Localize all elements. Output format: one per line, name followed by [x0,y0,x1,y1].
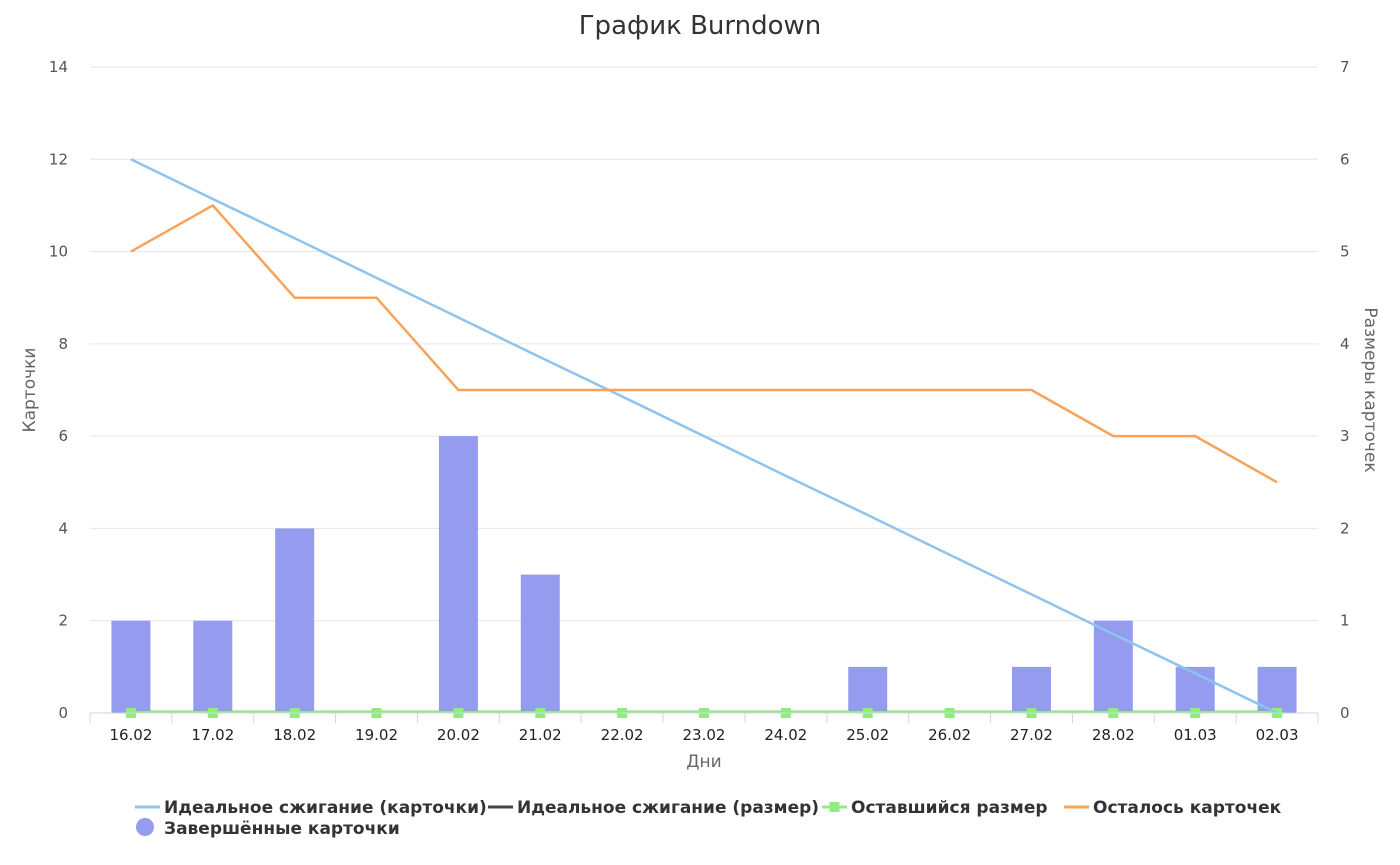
y-axis-left-title: Карточки [20,348,40,433]
y-right-tick-label: 4 [1340,335,1350,353]
x-tick-label: 17.02 [191,726,234,744]
chart-title: График Burndown [579,11,822,41]
x-tick-label: 01.03 [1174,726,1217,744]
legend[interactable]: Идеальное сжигание (карточки) Идеальное с… [135,798,1282,839]
y-axis-right-title: Размеры карточек [1360,307,1380,472]
legend-label: Завершённые карточки [164,819,400,839]
x-tick-label: 26.02 [928,726,971,744]
bar-completed-cards [193,620,233,713]
y-tick-label: 10 [49,243,68,261]
legend-symbol [136,818,154,836]
y-tick-label: 0 [58,704,68,722]
y-right-tick-label: 5 [1340,243,1350,261]
x-axis: 16.02 17.02 18.02 19.02 20.02 21.02 22.02 23.02… [89,712,1319,744]
x-tick-label: 18.02 [273,726,316,744]
x-axis-title: Дни [686,752,721,772]
bar-completed-cards [1011,666,1051,713]
y-tick-label: 12 [49,150,68,168]
bar-completed-cards [1093,620,1133,713]
y-right-tick-label: 0 [1340,704,1350,722]
x-tick-label: 19.02 [355,726,398,744]
bar-completed-cards [520,574,560,713]
bar-series [111,436,1297,713]
x-tick-label: 27.02 [1010,726,1053,744]
y-tick-label: 14 [49,58,68,76]
legend-label: Идеальное сжигание (размер) [517,798,819,818]
y-axis-left-ticks: 0 2 4 6 8 10 12 14 [49,58,68,722]
y-axis-right-ticks: 0 1 2 3 4 5 6 7 [1340,58,1350,722]
legend-item[interactable]: Завершённые карточки [136,818,400,839]
legend-label: Идеальное сжигание (карточки) [164,798,487,818]
ideal-burn-cards-line [130,158,1278,715]
legend-item[interactable]: Осталось карточек [1064,798,1282,818]
bar-completed-cards [111,620,151,713]
y-tick-label: 2 [58,612,68,630]
x-tick-label: 23.02 [683,726,726,744]
y-tick-label: 6 [58,427,68,445]
legend-label: Оставшийся размер [851,798,1048,818]
y-right-tick-label: 7 [1340,58,1350,76]
y-right-tick-label: 2 [1340,519,1350,537]
legend-marker [829,802,840,812]
legend-item[interactable]: Идеальное сжигание (карточки) [135,798,487,818]
x-tick-label: 02.03 [1256,726,1299,744]
x-tick-label: 28.02 [1092,726,1135,744]
bar-completed-cards [848,666,888,713]
x-tick-label: 21.02 [519,726,562,744]
legend-item[interactable]: Оставшийся размер [822,798,1048,818]
y-right-tick-label: 6 [1340,150,1350,168]
x-tick-label: 25.02 [846,726,889,744]
legend-label: Осталось карточек [1093,798,1282,818]
y-right-tick-label: 3 [1340,427,1350,445]
legend-item[interactable]: Идеальное сжигание (размер) [488,798,819,818]
y-right-tick-label: 1 [1340,612,1350,630]
bar-completed-cards [275,528,315,713]
x-tick-label: 22.02 [601,726,644,744]
x-tick-label: 16.02 [109,726,152,744]
y-tick-label: 8 [58,335,68,353]
y-tick-label: 4 [58,519,68,537]
remaining-cards-line [130,204,1278,484]
x-tick-label: 24.02 [764,726,807,744]
bar-completed-cards [438,436,478,713]
x-tick-label: 20.02 [437,726,480,744]
